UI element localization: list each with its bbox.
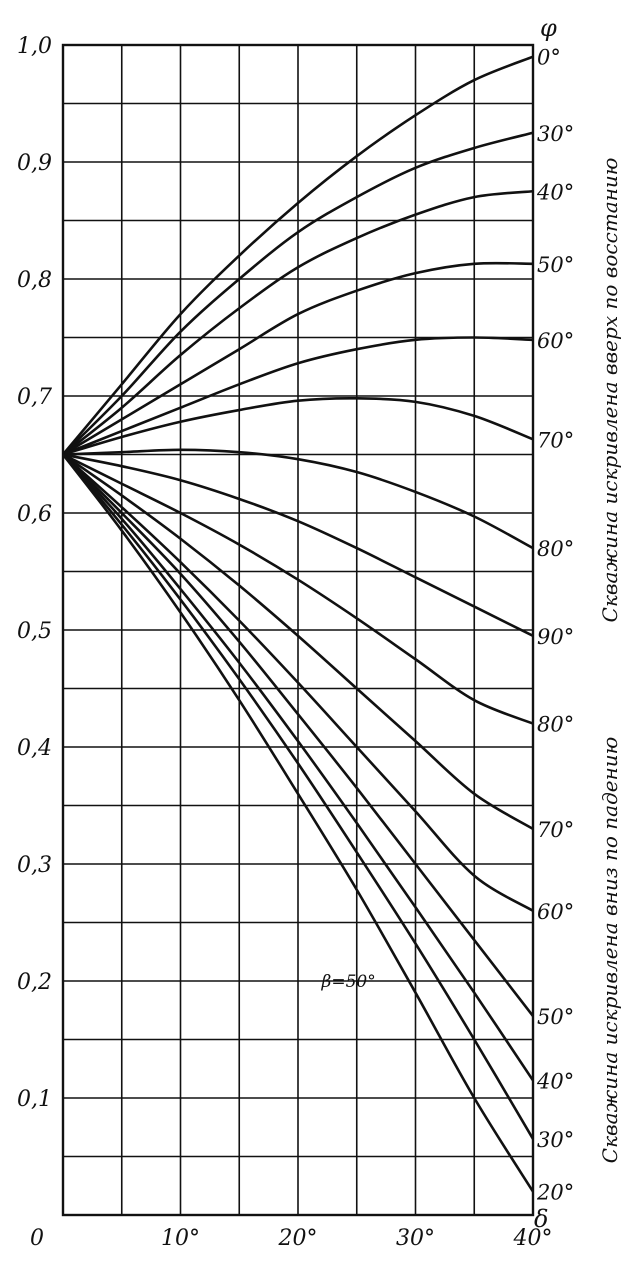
series-line-4 [62, 261, 534, 456]
phi-labels: 0° 30° 40° 50° 60° 70° 80° 90° 80° 70° 60° 50° 40° 30… [536, 46, 574, 1205]
side-label-lower: Скважина искривлена вниз по падению [598, 737, 622, 1163]
y-tick-label: 0,2 [17, 970, 52, 995]
right-axis-symbol: φ [540, 14, 557, 42]
series-line-5 [62, 336, 534, 456]
series-line-8 [62, 453, 534, 638]
phi-label: 70° [537, 428, 574, 452]
phi-label: 0° [537, 46, 561, 70]
series-line-6 [62, 397, 534, 456]
series-line-10 [62, 453, 534, 831]
y-tick-labels: 0,1 0,2 0,3 0,4 0,5 0,6 0,7 0,8 0,9 1,0 [17, 34, 52, 1112]
x-tick-label: 40° [513, 1226, 553, 1251]
series-line-11 [62, 453, 534, 912]
series-line-1 [62, 55, 534, 456]
phi-label: 80° [537, 537, 574, 561]
plot-border [61, 43, 535, 1217]
y-tick-label: 0,5 [17, 619, 52, 644]
x-tick-label: 30° [396, 1226, 435, 1251]
phi-label: 50° [537, 253, 574, 277]
series-line-7 [62, 448, 534, 550]
x-tick-labels: 0 10° 20° 30° 40° [30, 1226, 553, 1251]
y-tick-label: 0,1 [17, 1087, 52, 1112]
x-tick-label: 20° [278, 1226, 318, 1251]
side-label-upper: Скважина искривлена вверх по восстанию [598, 158, 622, 623]
y-tick-label: 0,3 [17, 853, 52, 878]
x-axis-symbol: δ [534, 1205, 548, 1233]
phi-label: 40° [536, 1069, 574, 1093]
phi-label: 70° [537, 818, 574, 842]
phi-label: 50° [537, 1005, 574, 1029]
series-line-15 [61, 453, 535, 1193]
phi-label: 40° [536, 180, 574, 204]
annotation-beta: β=50° [321, 972, 376, 992]
plot-frame [61, 43, 535, 1217]
series-line-12 [62, 453, 535, 1017]
y-tick-label: 0,9 [17, 151, 52, 176]
phi-label: 60° [537, 329, 574, 353]
series-line-3 [62, 189, 534, 456]
phi-label: 60° [537, 900, 574, 924]
y-tick-label: 1,0 [17, 34, 52, 59]
phi-label: 80° [537, 713, 574, 737]
phi-label: 30° [537, 1128, 574, 1152]
y-tick-label: 0,7 [17, 385, 52, 410]
y-tick-label: 0,8 [17, 268, 52, 293]
phi-label: 90° [537, 625, 574, 649]
series-group [61, 55, 535, 1193]
phi-label: 20° [536, 1181, 574, 1205]
x-tick-label: 10° [161, 1226, 200, 1251]
series-line-9 [62, 453, 534, 725]
x-tick-label: 0 [30, 1226, 44, 1251]
y-tick-label: 0,4 [17, 736, 52, 761]
series-line-2 [62, 131, 534, 456]
series-line-14 [62, 453, 535, 1140]
series-line-13 [62, 453, 535, 1082]
y-tick-label: 0,6 [17, 502, 52, 527]
grid [63, 45, 533, 1215]
phi-label: 30° [537, 122, 574, 146]
